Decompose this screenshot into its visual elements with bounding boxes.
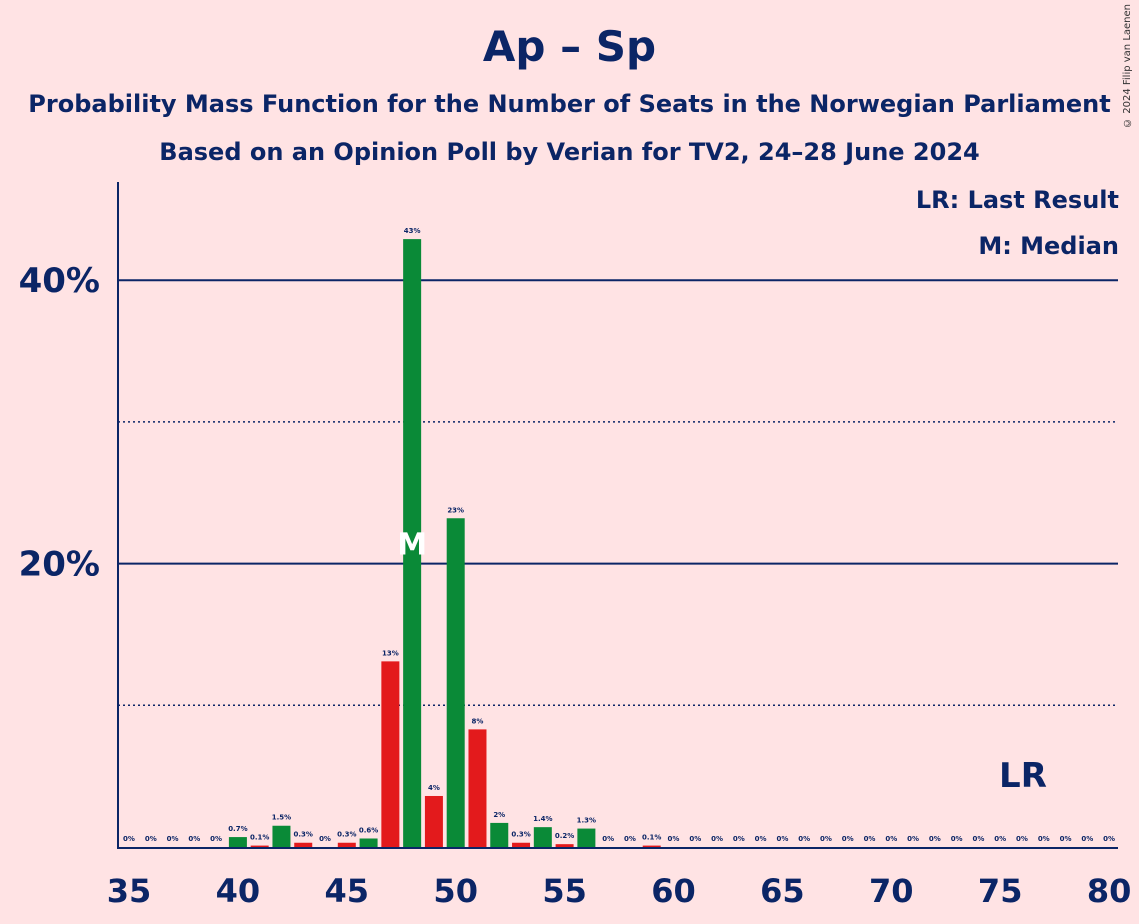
bar-value-label-49: 4% [428, 784, 440, 792]
bar-value-label-45: 0.3% [337, 831, 356, 839]
bar-value-label-50: 23% [447, 506, 464, 514]
x-tick-label-75: 75 [978, 872, 1023, 910]
bar-value-label-39: 0% [210, 835, 222, 843]
bar-seat-53 [512, 842, 531, 847]
bar-value-label-42: 1.5% [272, 814, 291, 822]
median-marker: M [397, 527, 427, 562]
bar-value-label-80: 0% [1103, 835, 1115, 843]
bar-value-label-60: 0% [668, 835, 680, 843]
bar-seat-49 [424, 795, 443, 847]
bar-value-label-38: 0% [188, 835, 200, 843]
bar-value-label-59: 0.1% [642, 834, 661, 842]
bar-seat-47 [381, 661, 400, 847]
bar-value-label-47: 13% [382, 649, 399, 657]
x-tick-label-70: 70 [869, 872, 914, 910]
bar-seat-55 [555, 844, 574, 847]
bar-value-label-77: 0% [1038, 835, 1050, 843]
bar-value-label-63: 0% [733, 835, 745, 843]
x-tick-label-35: 35 [107, 872, 152, 910]
bar-value-label-52: 2% [493, 811, 505, 819]
bar-value-label-69: 0% [864, 835, 876, 843]
bar-value-label-67: 0% [820, 835, 832, 843]
bar-value-label-46: 0.6% [359, 826, 378, 834]
bar-value-label-73: 0% [951, 835, 963, 843]
bar-seat-43 [294, 842, 313, 847]
x-tick-label-55: 55 [542, 872, 587, 910]
bar-value-label-36: 0% [145, 835, 157, 843]
bar-value-label-78: 0% [1060, 835, 1072, 843]
bar-value-label-61: 0% [689, 835, 701, 843]
bar-value-label-56: 1.3% [577, 817, 596, 825]
bar-value-label-40: 0.7% [228, 825, 247, 833]
bar-seat-51 [468, 729, 487, 847]
y-tick-label-40: 40% [19, 261, 100, 301]
bar-value-label-48: 43% [404, 227, 421, 235]
y-tick-label-20: 20% [19, 545, 100, 585]
bar-value-label-57: 0% [602, 835, 614, 843]
bar-seat-45 [337, 842, 356, 847]
chart-subtitle: Probability Mass Function for the Number… [28, 90, 1111, 118]
bar-value-label-75: 0% [994, 835, 1006, 843]
bar-value-label-51: 8% [472, 717, 484, 725]
bar-seat-48 [403, 239, 422, 847]
last-result-marker: LR [999, 756, 1047, 796]
x-tick-label-80: 80 [1087, 872, 1132, 910]
bar-value-label-68: 0% [842, 835, 854, 843]
bar-value-label-44: 0% [319, 835, 331, 843]
legend-last-result: LR: Last Result [915, 186, 1119, 214]
bar-value-label-64: 0% [755, 835, 767, 843]
x-tick-label-50: 50 [433, 872, 478, 910]
bar-seat-41 [250, 845, 269, 847]
x-tick-label-65: 65 [760, 872, 805, 910]
bar-value-label-71: 0% [907, 835, 919, 843]
bar-value-label-62: 0% [711, 835, 723, 843]
bar-value-label-55: 0.2% [555, 832, 574, 840]
bar-seat-50 [446, 518, 465, 847]
bar-value-label-35: 0% [123, 835, 135, 843]
legend-median: M: Median [978, 232, 1119, 260]
bar-seat-59 [642, 845, 661, 847]
chart-title: Ap – Sp [482, 22, 657, 71]
bar-seat-40 [228, 837, 247, 847]
bar-seat-56 [577, 828, 596, 847]
bar-value-label-37: 0% [167, 835, 179, 843]
bar-value-label-43: 0.3% [294, 831, 313, 839]
bar-value-label-65: 0% [776, 835, 788, 843]
bar-value-label-79: 0% [1081, 835, 1093, 843]
bar-seat-46 [359, 838, 378, 847]
bar-seat-42 [272, 825, 291, 847]
bar-value-label-76: 0% [1016, 835, 1028, 843]
x-tick-label-40: 40 [216, 872, 261, 910]
x-tick-label-45: 45 [325, 872, 370, 910]
x-tick-label-60: 60 [651, 872, 696, 910]
bar-value-label-66: 0% [798, 835, 810, 843]
bar-value-label-58: 0% [624, 835, 636, 843]
bar-value-label-53: 0.3% [511, 831, 530, 839]
bar-value-label-72: 0% [929, 835, 941, 843]
bar-value-label-70: 0% [885, 835, 897, 843]
bar-value-label-74: 0% [972, 835, 984, 843]
bar-value-label-54: 1.4% [533, 815, 552, 823]
bar-seat-52 [490, 822, 509, 847]
bar-value-label-41: 0.1% [250, 834, 269, 842]
bar-seat-54 [533, 827, 552, 847]
chart-subtitle-source: Based on an Opinion Poll by Verian for T… [159, 138, 980, 166]
